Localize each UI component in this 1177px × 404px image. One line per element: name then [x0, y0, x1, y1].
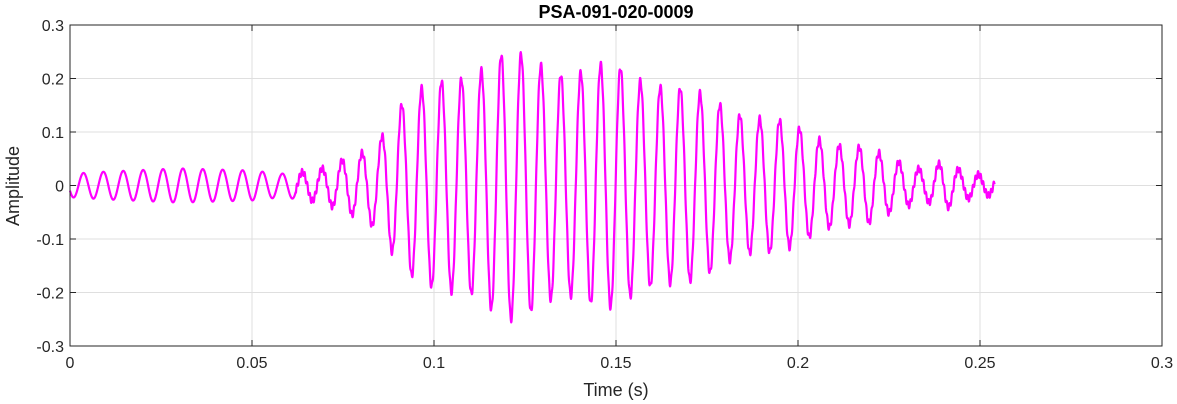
x-tick-label: 0.3: [1151, 355, 1173, 372]
y-tick-label: 0.1: [42, 125, 64, 142]
x-tick-label: 0.2: [787, 355, 809, 372]
ticks: [69, 24, 1163, 347]
y-tick-label: 0.2: [42, 72, 64, 89]
x-tick-labels: 0 0.05 0.1 0.15 0.2 0.25 0.3: [66, 355, 1174, 372]
x-axis-label: Time (s): [583, 380, 648, 400]
x-tick-label: 0.05: [236, 355, 267, 372]
y-axis-label: Amplitude: [3, 146, 23, 226]
x-tick-label: 0.15: [600, 355, 631, 372]
y-tick-label: -0.3: [36, 339, 64, 356]
y-tick-label: -0.1: [36, 232, 64, 249]
y-tick-label: 0.3: [42, 18, 64, 35]
x-tick-label: 0.1: [423, 355, 445, 372]
x-tick-label: 0: [66, 355, 75, 372]
chart-title: PSA-091-020-0009: [538, 2, 693, 22]
x-tick-label: 0.25: [964, 355, 995, 372]
y-tick-labels: 0.3 0.2 0.1 0 -0.1 -0.2 -0.3: [36, 18, 64, 356]
signal-line: [68, 51, 996, 324]
y-tick-label: 0: [55, 179, 64, 196]
y-tick-label: -0.2: [36, 286, 64, 303]
